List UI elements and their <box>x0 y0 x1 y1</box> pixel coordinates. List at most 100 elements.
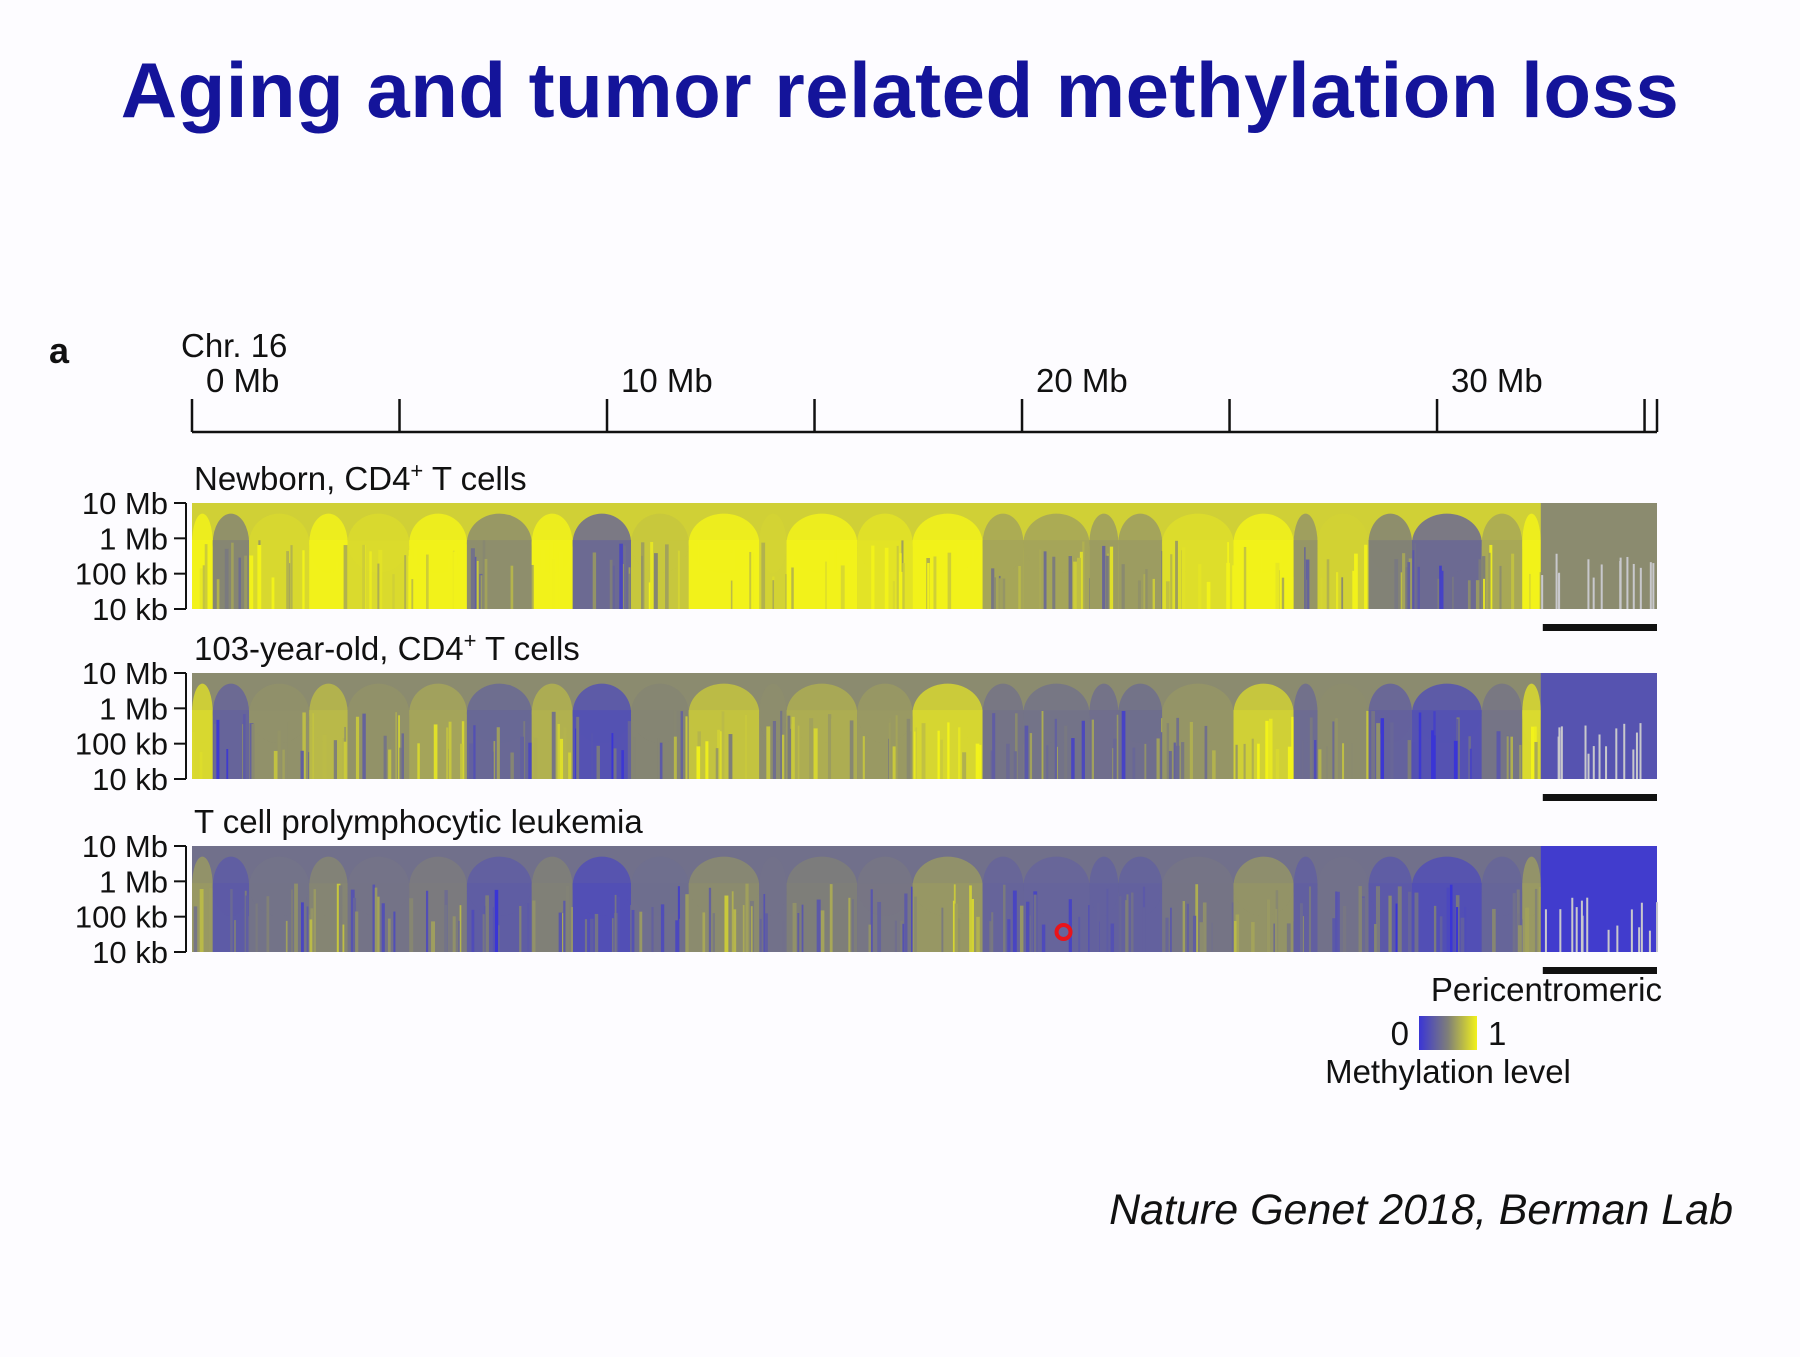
domain-arch <box>409 683 467 743</box>
fine-streak <box>395 712 398 779</box>
fine-streak <box>1301 740 1304 779</box>
fine-streak <box>1414 543 1417 609</box>
fine-streak <box>350 889 355 952</box>
fine-streak <box>947 552 952 609</box>
fine-streak <box>193 906 198 952</box>
fine-streak <box>1364 544 1368 609</box>
fine-streak <box>1212 750 1216 779</box>
fine-streak <box>251 723 255 779</box>
fine-streak <box>1516 913 1520 952</box>
fine-streak <box>317 580 321 609</box>
domain-arch <box>1481 856 1523 916</box>
domain-arch <box>347 856 410 916</box>
fine-streak <box>1073 561 1077 609</box>
fine-streak <box>1539 572 1542 609</box>
fine-streak <box>216 579 220 609</box>
pericentromeric-bar <box>1542 794 1657 801</box>
fine-streak <box>387 918 391 952</box>
fine-streak <box>915 727 918 779</box>
fine-streak <box>914 731 917 779</box>
fine-streak <box>720 731 723 779</box>
fine-streak <box>476 560 479 609</box>
fine-streak <box>461 541 464 609</box>
fine-streak <box>1451 576 1454 609</box>
fine-streak <box>1143 574 1146 609</box>
fine-streak <box>1076 557 1081 609</box>
fine-streak <box>273 750 278 779</box>
fine-streak <box>745 883 749 952</box>
domain-arch <box>1118 513 1163 573</box>
fine-streak <box>1361 897 1366 952</box>
fine-streak <box>343 545 348 609</box>
domain-arch <box>1023 683 1090 743</box>
fine-streak <box>446 727 449 779</box>
fine-streak <box>584 919 588 952</box>
domain-arch <box>212 856 250 916</box>
fine-streak <box>1453 740 1458 779</box>
fine-streak <box>902 923 905 952</box>
fine-streak <box>306 906 309 952</box>
fine-streak <box>377 563 380 609</box>
fine-streak <box>809 718 814 779</box>
pericentromeric-label: Pericentromeric <box>1431 971 1662 1008</box>
domain-arch <box>759 856 787 916</box>
fine-streak <box>1530 726 1535 779</box>
domain-arch <box>982 513 1024 573</box>
fine-streak <box>1342 743 1345 779</box>
domain-arch <box>1317 683 1369 743</box>
fine-streak <box>1106 888 1109 952</box>
fine-streak <box>523 721 526 779</box>
fine-streak <box>1170 907 1172 952</box>
fine-streak <box>787 715 791 779</box>
fine-streak <box>1002 578 1006 609</box>
fine-streak <box>1335 572 1339 609</box>
fine-streak <box>1052 556 1056 609</box>
fine-streak <box>766 726 771 779</box>
fine-streak <box>393 911 396 952</box>
fine-streak <box>763 893 766 952</box>
fine-streak <box>1335 718 1338 779</box>
fine-streak <box>613 748 617 779</box>
fine-streak <box>290 889 293 952</box>
fine-streak <box>224 548 229 609</box>
pericentromeric-streak <box>1586 897 1589 952</box>
fine-streak <box>557 723 560 779</box>
fine-streak <box>195 744 199 779</box>
fine-streak <box>1043 551 1047 609</box>
domain-arch <box>1522 513 1541 573</box>
fine-streak <box>459 905 462 952</box>
fine-streak <box>1251 738 1254 779</box>
domain-arch <box>572 683 632 743</box>
fine-streak <box>496 727 500 779</box>
fine-streak <box>697 542 700 609</box>
domain-arch <box>212 683 250 743</box>
fine-streak <box>708 887 712 952</box>
legend-min-label: 0 <box>1391 1015 1409 1052</box>
fine-streak <box>829 549 834 609</box>
fine-streak <box>1243 546 1247 609</box>
y-tick-label: 100 kb <box>75 727 168 762</box>
fine-streak <box>1181 547 1186 609</box>
fine-streak <box>884 547 889 609</box>
fine-streak <box>494 889 499 952</box>
fine-streak <box>461 721 465 779</box>
fine-streak <box>1534 741 1538 779</box>
fine-streak <box>1394 559 1399 609</box>
fine-streak <box>243 714 246 779</box>
fine-streak <box>991 568 995 609</box>
fine-streak <box>482 540 486 609</box>
domain-arch <box>1522 856 1541 916</box>
fine-streak <box>1326 559 1330 609</box>
fine-streak <box>721 711 725 779</box>
fine-streak <box>1015 713 1018 779</box>
fine-streak <box>563 900 566 952</box>
domain-arch <box>572 513 632 573</box>
domain-arch <box>1317 513 1369 573</box>
fine-streak <box>641 555 643 609</box>
pericentromeric-streak <box>1605 746 1608 779</box>
fine-streak <box>1408 558 1412 609</box>
fine-streak <box>660 904 665 952</box>
fine-streak <box>302 550 305 609</box>
